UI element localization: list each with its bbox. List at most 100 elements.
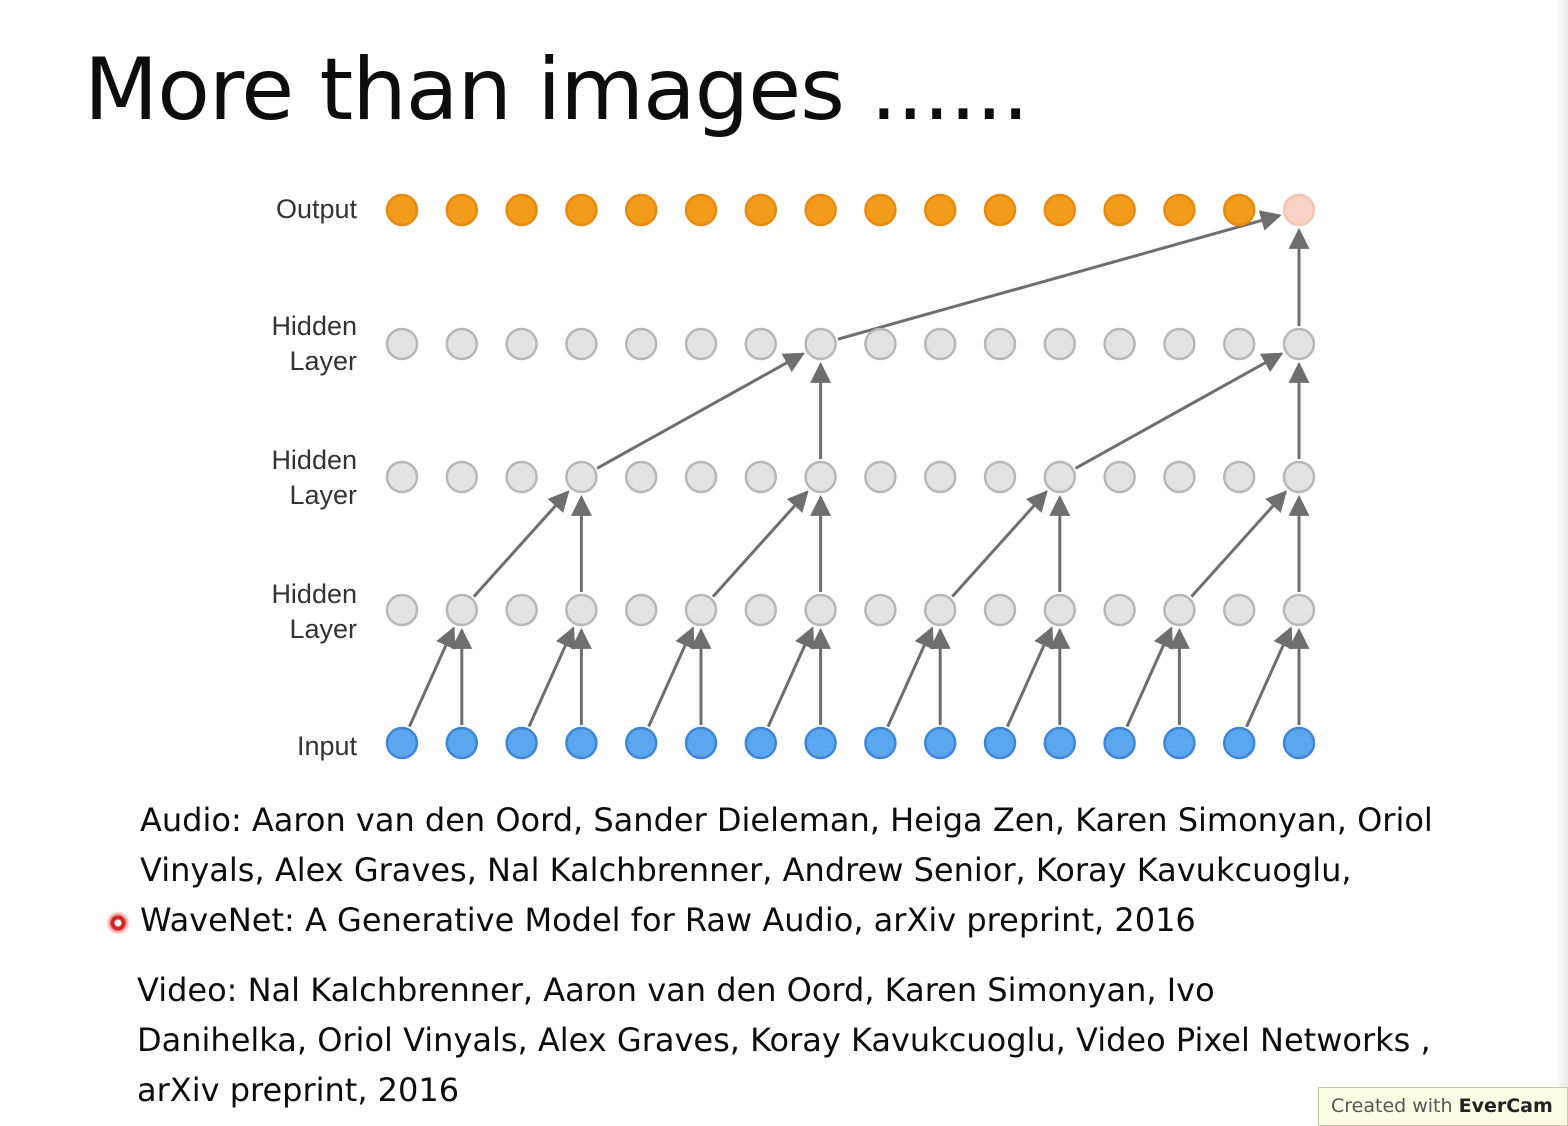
output-label: Output [276,194,358,224]
input-node [624,726,658,760]
hidden3-node [923,327,957,361]
audio-reference: Audio: Aaron van den Oord, Sander Dielem… [140,795,1433,945]
slide-title: More than images ...... [84,40,1029,140]
hidden1-node [1103,593,1136,627]
input-node [385,726,419,760]
hidden2-node [624,460,658,494]
arrow-hidden2-to-hidden3 [1074,352,1284,470]
hidden3-node [624,327,658,361]
hidden2-node [923,460,957,494]
output-node [684,193,718,227]
hidden1-node [1222,593,1256,627]
hidden2-node [864,460,897,494]
arrow-hidden1-to-hidden2 [1190,490,1288,598]
audio-reference-line: Audio: Aaron van den Oord, Sander Dielem… [140,801,1433,839]
input-node [864,726,897,760]
hidden2-node [804,460,837,494]
evercam-watermark: Created with EverCam [1318,1087,1568,1126]
arrow-input-to-hidden1 [408,626,456,728]
input-node [1043,726,1077,760]
output-node [804,193,837,227]
hidden-layer-2-label-line1: Hidden [271,445,357,475]
video-reference-line: arXiv preprint, 2016 [137,1071,460,1109]
input-node [1163,726,1196,760]
hidden3-node [505,327,538,361]
hidden1-node [1043,593,1077,627]
hidden1-node [804,593,837,627]
hidden3-node [684,327,718,361]
input-node [565,726,598,760]
input-node [1282,726,1316,760]
input-node [1222,726,1256,760]
output-node [1163,193,1196,227]
input-node [505,726,538,760]
hidden2-node [565,460,598,494]
arrow-input-to-hidden1 [527,626,576,728]
slide-edge-shadow [1554,0,1568,1126]
watermark-prefix: Created with [1331,1095,1453,1117]
hidden3-node [804,327,837,361]
arrow-input-to-hidden1 [766,626,815,728]
hidden1-node [1282,593,1316,627]
output-node [864,193,897,227]
input-node [684,726,718,760]
input-node [923,726,957,760]
hidden2-node [983,460,1017,494]
hidden1-node [385,593,419,627]
hidden3-node [1163,327,1196,361]
output-node [624,193,658,227]
arrow-hidden2-to-hidden3 [596,352,805,470]
hidden1-node [744,593,778,627]
output-node [565,193,598,227]
layer-nodes [385,193,1316,760]
output-node [1043,193,1077,227]
hidden1-node [505,593,538,627]
input-label: Input [297,731,358,761]
hidden2-node [684,460,718,494]
hidden2-node [505,460,538,494]
hidden2-node [445,460,479,494]
hidden-layer-1-label-line1: Hidden [271,579,357,609]
video-reference: Video: Nal Kalchbrenner, Aaron van den O… [137,965,1431,1115]
hidden2-node [744,460,778,494]
hidden3-node [983,327,1017,361]
output-node-current [1282,193,1316,227]
hidden2-node [1103,460,1136,494]
output-node [983,193,1017,227]
hidden2-node [385,460,419,494]
hidden3-node [864,327,897,361]
output-node [505,193,538,227]
video-reference-line: Video: Nal Kalchbrenner, Aaron van den O… [137,971,1215,1009]
arrow-input-to-hidden1 [647,626,695,728]
hidden3-node [744,327,778,361]
hidden1-node [983,593,1017,627]
input-node [983,726,1017,760]
arrow-hidden1-to-hidden2 [711,490,809,598]
laser-pointer-icon [106,911,130,935]
watermark-brand: EverCam [1458,1095,1553,1117]
hidden2-node [1222,460,1256,494]
input-node [744,726,778,760]
hidden3-node [565,327,598,361]
hidden1-node [1163,593,1196,627]
hidden2-node [1282,460,1316,494]
hidden1-node [624,593,658,627]
output-node [385,193,419,227]
arrow-input-to-hidden1 [1245,626,1293,728]
audio-reference-line: WaveNet: A Generative Model for Raw Audi… [140,901,1196,939]
hidden3-node [1103,327,1136,361]
output-node [1103,193,1136,227]
output-node [923,193,957,227]
input-node [1103,726,1136,760]
hidden-layer-1-label-line2: Layer [289,614,357,644]
hidden-layer-3-label-line2: Layer [289,346,357,376]
hidden3-node [385,327,419,361]
input-node [804,726,837,760]
video-reference-line: Danihelka, Oriol Vinyals, Alex Graves, K… [137,1021,1431,1059]
hidden1-node [684,593,718,627]
hidden2-node [1163,460,1196,494]
connection-arrows [408,210,1310,728]
output-node [1222,193,1256,227]
hidden-layer-3-label-line1: Hidden [271,311,357,341]
output-node [744,193,778,227]
